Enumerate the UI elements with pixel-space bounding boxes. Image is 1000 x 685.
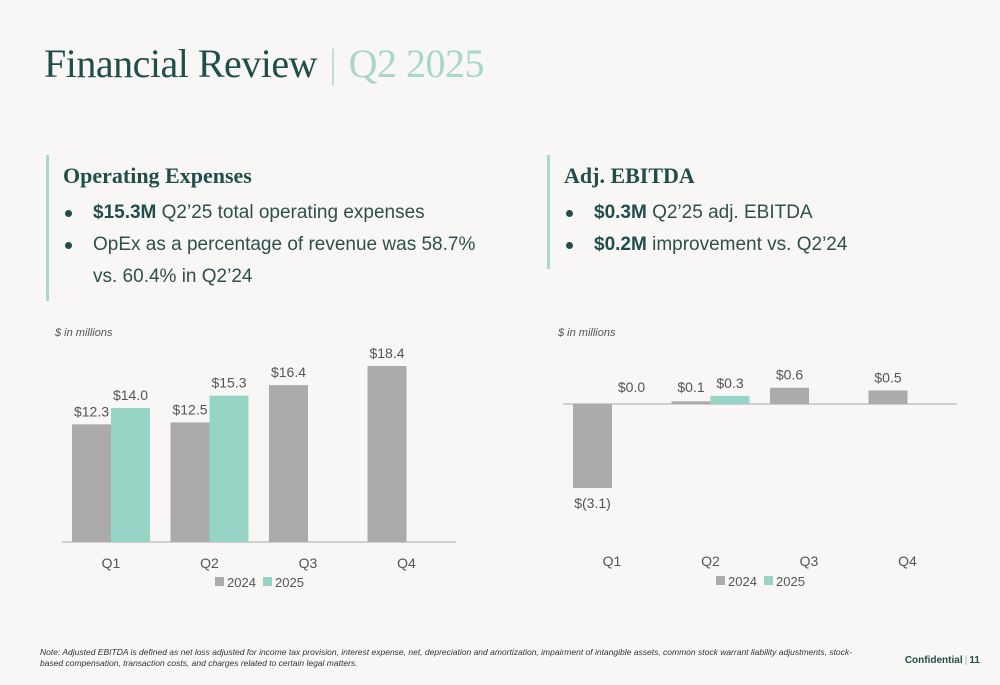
category-label: Q1 bbox=[102, 555, 121, 571]
data-label: $15.3 bbox=[211, 375, 246, 391]
data-label: $12.5 bbox=[172, 401, 207, 417]
data-label: $12.3 bbox=[74, 403, 109, 419]
legend-swatch-2025 bbox=[263, 577, 272, 586]
title-separator: | bbox=[329, 41, 337, 86]
bar-2024-q2 bbox=[671, 401, 711, 404]
legend-label: 2024 bbox=[728, 574, 757, 589]
bullet-text: OpEx as a percentage of revenue was 58.7… bbox=[93, 234, 476, 287]
data-label: $16.4 bbox=[271, 364, 306, 380]
bar-2025-q2 bbox=[710, 395, 750, 404]
data-label: $0.5 bbox=[874, 369, 901, 385]
page-number: 11 bbox=[969, 655, 980, 666]
bar-2024-q3 bbox=[770, 387, 809, 404]
category-label: Q2 bbox=[701, 553, 720, 569]
bar-2024-q2 bbox=[170, 422, 210, 542]
data-label: $0.6 bbox=[776, 367, 803, 383]
category-label: Q1 bbox=[603, 553, 622, 569]
bullet-bold: $0.2M bbox=[594, 234, 647, 255]
data-label: $0.1 bbox=[677, 379, 704, 395]
bullet-item: OpEx as a percentage of revenue was 58.7… bbox=[63, 229, 503, 293]
data-label: $(3.1) bbox=[574, 495, 611, 511]
bar-2024-q4 bbox=[367, 366, 407, 542]
bullet-icon bbox=[566, 242, 573, 249]
bullet-text: Q2’25 total operating expenses bbox=[156, 202, 425, 223]
bar-2025-q1 bbox=[111, 408, 150, 542]
legend-label: 2024 bbox=[227, 575, 256, 590]
footnote: Note: Adjusted EBITDA is defined as net … bbox=[40, 647, 852, 668]
title-text: Financial Review bbox=[44, 41, 318, 86]
bullet-item: $15.3M Q2’25 total operating expenses bbox=[63, 197, 503, 229]
legend-label: 2025 bbox=[776, 574, 805, 589]
bullet-item: $0.2M improvement vs. Q2’24 bbox=[564, 229, 984, 261]
adj-ebitda-panel: Adj. EBITDA $0.3M Q2’25 adj. EBITDA $0.2… bbox=[547, 155, 984, 269]
bar-2024-q1 bbox=[72, 424, 111, 542]
legend-swatch-2025 bbox=[764, 576, 773, 585]
confidential-label: Confidential | 11 bbox=[905, 655, 980, 666]
legend-label: 2025 bbox=[275, 575, 304, 590]
bullet-item: $0.3M Q2’25 adj. EBITDA bbox=[564, 197, 984, 229]
confidential-text: Confidential bbox=[904, 655, 963, 666]
title-period: Q2 2025 bbox=[348, 41, 485, 86]
data-label: $0.0 bbox=[618, 379, 645, 395]
category-label: Q4 bbox=[898, 553, 917, 569]
category-label: Q3 bbox=[800, 553, 819, 569]
operating-expenses-bullets: $15.3M Q2’25 total operating expenses Op… bbox=[63, 197, 503, 293]
bullet-bold: $0.3M bbox=[594, 202, 647, 223]
page-title: Financial Review | Q2 2025 bbox=[44, 40, 484, 87]
bar-2025-q2 bbox=[209, 395, 249, 542]
bullet-icon bbox=[566, 210, 573, 217]
adj-ebitda-bullets: $0.3M Q2’25 adj. EBITDA $0.2M improvemen… bbox=[564, 197, 984, 261]
data-label: $0.3 bbox=[716, 375, 743, 391]
bullet-text: Q2’25 adj. EBITDA bbox=[646, 202, 813, 223]
operating-expenses-heading: Operating Expenses bbox=[63, 163, 252, 188]
bullet-text: improvement vs. Q2’24 bbox=[646, 234, 848, 255]
category-label: Q3 bbox=[299, 555, 318, 571]
unit-note: $ in millions bbox=[54, 327, 113, 339]
legend-swatch-2024 bbox=[215, 577, 224, 586]
legend-swatch-2024 bbox=[716, 576, 725, 585]
bullet-bold: $15.3M bbox=[93, 202, 157, 223]
unit-note: $ in millions bbox=[557, 327, 616, 339]
operating-expenses-panel: Operating Expenses $15.3M Q2’25 total op… bbox=[46, 155, 503, 301]
data-label: $18.4 bbox=[369, 345, 404, 361]
confidential-separator: | bbox=[964, 655, 968, 666]
category-label: Q4 bbox=[397, 555, 416, 571]
bullet-icon bbox=[65, 210, 72, 217]
bar-2024-q4 bbox=[868, 390, 908, 404]
bullet-icon bbox=[65, 242, 72, 249]
bar-2024-q3 bbox=[269, 385, 308, 542]
data-label: $14.0 bbox=[113, 387, 148, 403]
category-label: Q2 bbox=[200, 555, 219, 571]
adj-ebitda-heading: Adj. EBITDA bbox=[564, 163, 695, 188]
bar-2024-q1 bbox=[573, 404, 612, 488]
